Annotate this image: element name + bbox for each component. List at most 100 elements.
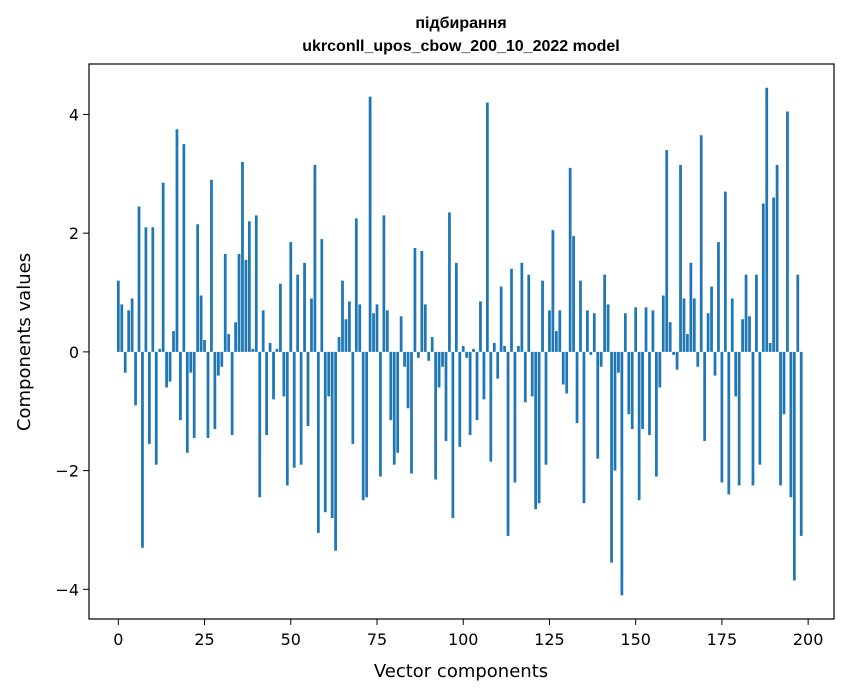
bar — [661, 295, 665, 352]
bar — [151, 227, 155, 352]
bar — [617, 351, 620, 373]
bar — [210, 179, 213, 352]
bar — [482, 351, 486, 400]
bar — [320, 239, 324, 352]
bar — [192, 351, 196, 438]
x-tick-label: 50 — [281, 630, 301, 649]
bar — [510, 268, 513, 352]
bar — [644, 307, 648, 352]
bar — [451, 351, 455, 519]
chart-title-line-2: ukrconll_upos_cbow_200_10_2022 model — [302, 38, 619, 55]
chart-title-line-1: підбирання — [415, 15, 506, 32]
x-axis-label: Vector components — [374, 661, 548, 682]
bar — [479, 301, 482, 352]
bar — [116, 280, 120, 352]
bar — [761, 203, 765, 352]
bar — [179, 351, 182, 421]
bar — [710, 286, 713, 352]
bar — [348, 301, 351, 352]
bar — [313, 164, 317, 352]
bar — [641, 351, 644, 430]
bar — [375, 304, 379, 352]
bar — [620, 351, 624, 596]
bar — [385, 310, 389, 352]
bar — [765, 87, 769, 352]
bar — [434, 351, 438, 480]
y-tick-label: −4 — [55, 580, 79, 599]
bar — [586, 310, 589, 352]
y-tick-label: −2 — [55, 462, 79, 481]
bar — [344, 319, 348, 352]
bar — [665, 150, 669, 352]
bar — [289, 242, 293, 352]
bar — [175, 129, 179, 352]
bar — [120, 304, 124, 352]
bar — [565, 351, 569, 394]
bar — [672, 351, 675, 355]
bar — [441, 351, 444, 367]
bar — [303, 262, 306, 352]
bar — [713, 351, 717, 376]
bar — [137, 206, 141, 352]
bar — [523, 351, 527, 403]
bar — [610, 351, 613, 563]
bar — [437, 351, 441, 388]
bar — [337, 337, 341, 352]
bar — [216, 351, 220, 376]
bar — [389, 351, 393, 421]
bar — [213, 351, 217, 430]
bar — [327, 351, 331, 397]
bar — [782, 351, 786, 415]
bar — [768, 342, 772, 352]
bar — [403, 351, 406, 367]
bar — [351, 351, 355, 444]
bar — [182, 144, 186, 352]
bar — [465, 351, 469, 358]
bar — [544, 351, 548, 465]
plot-area-frame — [88, 63, 835, 620]
bar — [185, 351, 189, 453]
bar — [596, 351, 600, 459]
bar — [234, 322, 237, 352]
bar — [527, 274, 531, 352]
bar — [668, 322, 672, 352]
bar — [130, 298, 134, 352]
bar — [223, 253, 227, 352]
bar — [382, 215, 386, 352]
bar — [379, 351, 382, 477]
bar — [316, 351, 320, 533]
bar — [654, 351, 658, 477]
bar — [323, 351, 327, 513]
bar — [623, 313, 627, 352]
bar — [468, 351, 472, 435]
bar — [244, 259, 248, 352]
bar — [582, 351, 586, 504]
bar — [703, 351, 707, 441]
bars-group — [116, 87, 803, 596]
bar — [147, 351, 151, 444]
bar — [368, 96, 372, 352]
bar — [779, 351, 782, 486]
bar — [206, 351, 210, 438]
bar — [706, 313, 710, 352]
x-tick-label: 150 — [620, 630, 651, 649]
bar — [748, 316, 751, 352]
bar — [285, 351, 289, 486]
bar — [265, 351, 269, 435]
bar — [603, 274, 607, 352]
bar — [420, 250, 424, 352]
bar — [251, 348, 255, 352]
x-tick-label: 25 — [194, 630, 214, 649]
bar — [220, 351, 224, 367]
bar — [682, 298, 686, 352]
bar — [292, 351, 296, 468]
bar — [592, 313, 596, 352]
bar — [637, 351, 641, 501]
bar — [427, 351, 431, 361]
bar — [168, 351, 172, 382]
bar — [775, 164, 779, 352]
bar — [606, 304, 610, 352]
bar — [699, 135, 703, 352]
bar — [406, 351, 410, 409]
bar — [299, 351, 303, 465]
